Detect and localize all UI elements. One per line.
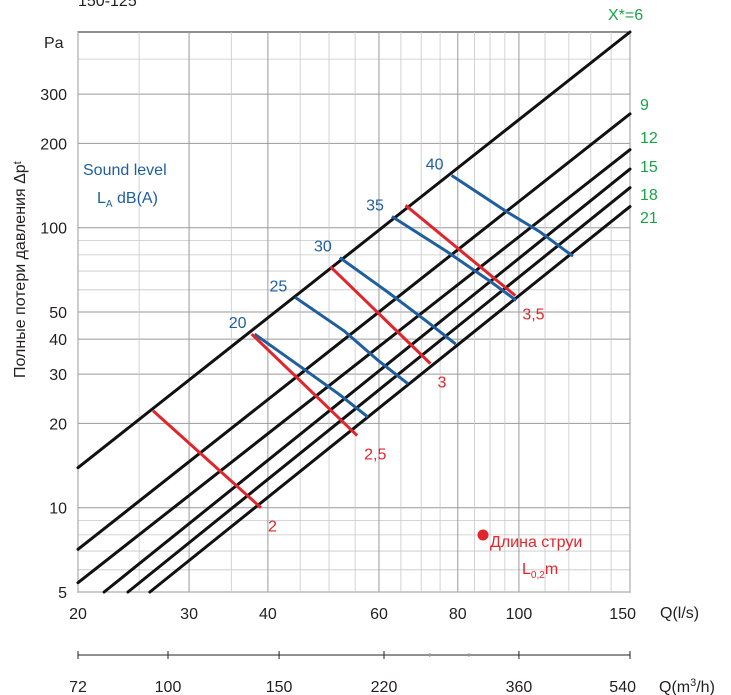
sound-level-curves: 20 25 30 35 40 <box>229 156 574 419</box>
x-secondary-tick-label: 72 <box>69 679 87 695</box>
throw-length-line <box>329 265 432 365</box>
x-tick-label: 40 <box>259 606 277 623</box>
y-tick-label: 100 <box>40 221 67 238</box>
x-tick-label: 60 <box>370 606 388 623</box>
throw-length-lines: 2 2,5 3 3,5 <box>152 204 545 536</box>
y-axis-unit: Pa <box>44 35 64 52</box>
pressure-line-label: X*=6 <box>608 7 643 24</box>
x-secondary-tick-label: 150 <box>266 679 293 695</box>
throw-length-line <box>404 204 517 297</box>
x-secondary-tick-label: 360 <box>506 679 533 695</box>
pressure-line-label: 12 <box>640 130 658 147</box>
pressure-line <box>102 167 632 594</box>
y-tick-label: 30 <box>49 367 67 384</box>
sound-level-curve <box>391 215 518 302</box>
y-tick-label: 20 <box>49 416 67 433</box>
throw-length-marker <box>477 529 489 541</box>
chart-title: 150-125 <box>78 0 137 10</box>
throw-length-unit: L0,2m <box>522 561 558 581</box>
x-secondary-tick-label: 540 <box>609 679 636 695</box>
throw-length-label: 2,5 <box>364 447 386 464</box>
x-tick-label: 150 <box>609 606 636 623</box>
throw-length-legend: Длина струи L0,2m <box>477 529 582 581</box>
throw-length-label: 3 <box>437 375 446 392</box>
y-tick-label: 10 <box>49 501 67 518</box>
pressure-line <box>126 186 632 594</box>
x-axis-secondary-title: Q(m3/h) <box>659 677 715 695</box>
sound-level-curve <box>294 296 409 385</box>
throw-length-line <box>250 332 359 437</box>
pressure-line <box>76 30 632 470</box>
sound-level-label: 25 <box>269 278 287 295</box>
pressure-line-label: 15 <box>640 159 658 176</box>
pressure-line <box>76 112 632 551</box>
pressure-line-label: 21 <box>640 210 658 227</box>
y-tick-label: 300 <box>40 87 67 104</box>
y-tick-label: 50 <box>49 305 67 322</box>
sound-level-legend: Sound level LA dB(A) <box>83 162 167 210</box>
y-axis-title: Полные потери давления Δpᵗ <box>12 160 29 378</box>
sound-level-label: 35 <box>366 197 384 214</box>
sound-level-label: 30 <box>314 239 332 256</box>
tick-labels: 5 10 20 30 40 50 100 200 300 20 30 40 60 80 100 150 72 10… <box>40 87 636 695</box>
pressure-lines: X*=6 9 12 15 18 21 <box>76 7 658 594</box>
sound-level-curve <box>338 256 457 346</box>
x-axis-title: Q(l/s) <box>660 605 699 622</box>
throw-length-label: 3,5 <box>522 307 544 324</box>
sound-level-curve <box>253 332 369 419</box>
sound-level-title: Sound level <box>83 162 167 179</box>
y-tick-label: 200 <box>40 136 67 153</box>
sound-level-curve <box>450 174 574 258</box>
x-tick-label: 30 <box>180 606 198 623</box>
pressure-line-label: 18 <box>640 187 658 204</box>
pressure-line <box>76 148 632 585</box>
throw-length-line <box>152 409 262 509</box>
y-tick-label: 5 <box>58 585 67 602</box>
throw-length-label: 2 <box>268 519 277 536</box>
sound-level-label: 40 <box>426 156 444 173</box>
sound-level-unit: LA dB(A) <box>97 190 158 210</box>
y-tick-label: 40 <box>49 332 67 349</box>
pressure-line-label: 9 <box>640 97 649 114</box>
x-secondary-tick-label: 100 <box>155 679 182 695</box>
pressure-line <box>148 205 632 594</box>
x-secondary-tick-label: 220 <box>371 679 398 695</box>
x-tick-label: 80 <box>449 606 467 623</box>
throw-length-title: Длина струи <box>490 534 582 551</box>
x-tick-label: 20 <box>69 606 87 623</box>
x-tick-label: 100 <box>506 606 533 623</box>
sound-level-label: 20 <box>229 315 247 332</box>
